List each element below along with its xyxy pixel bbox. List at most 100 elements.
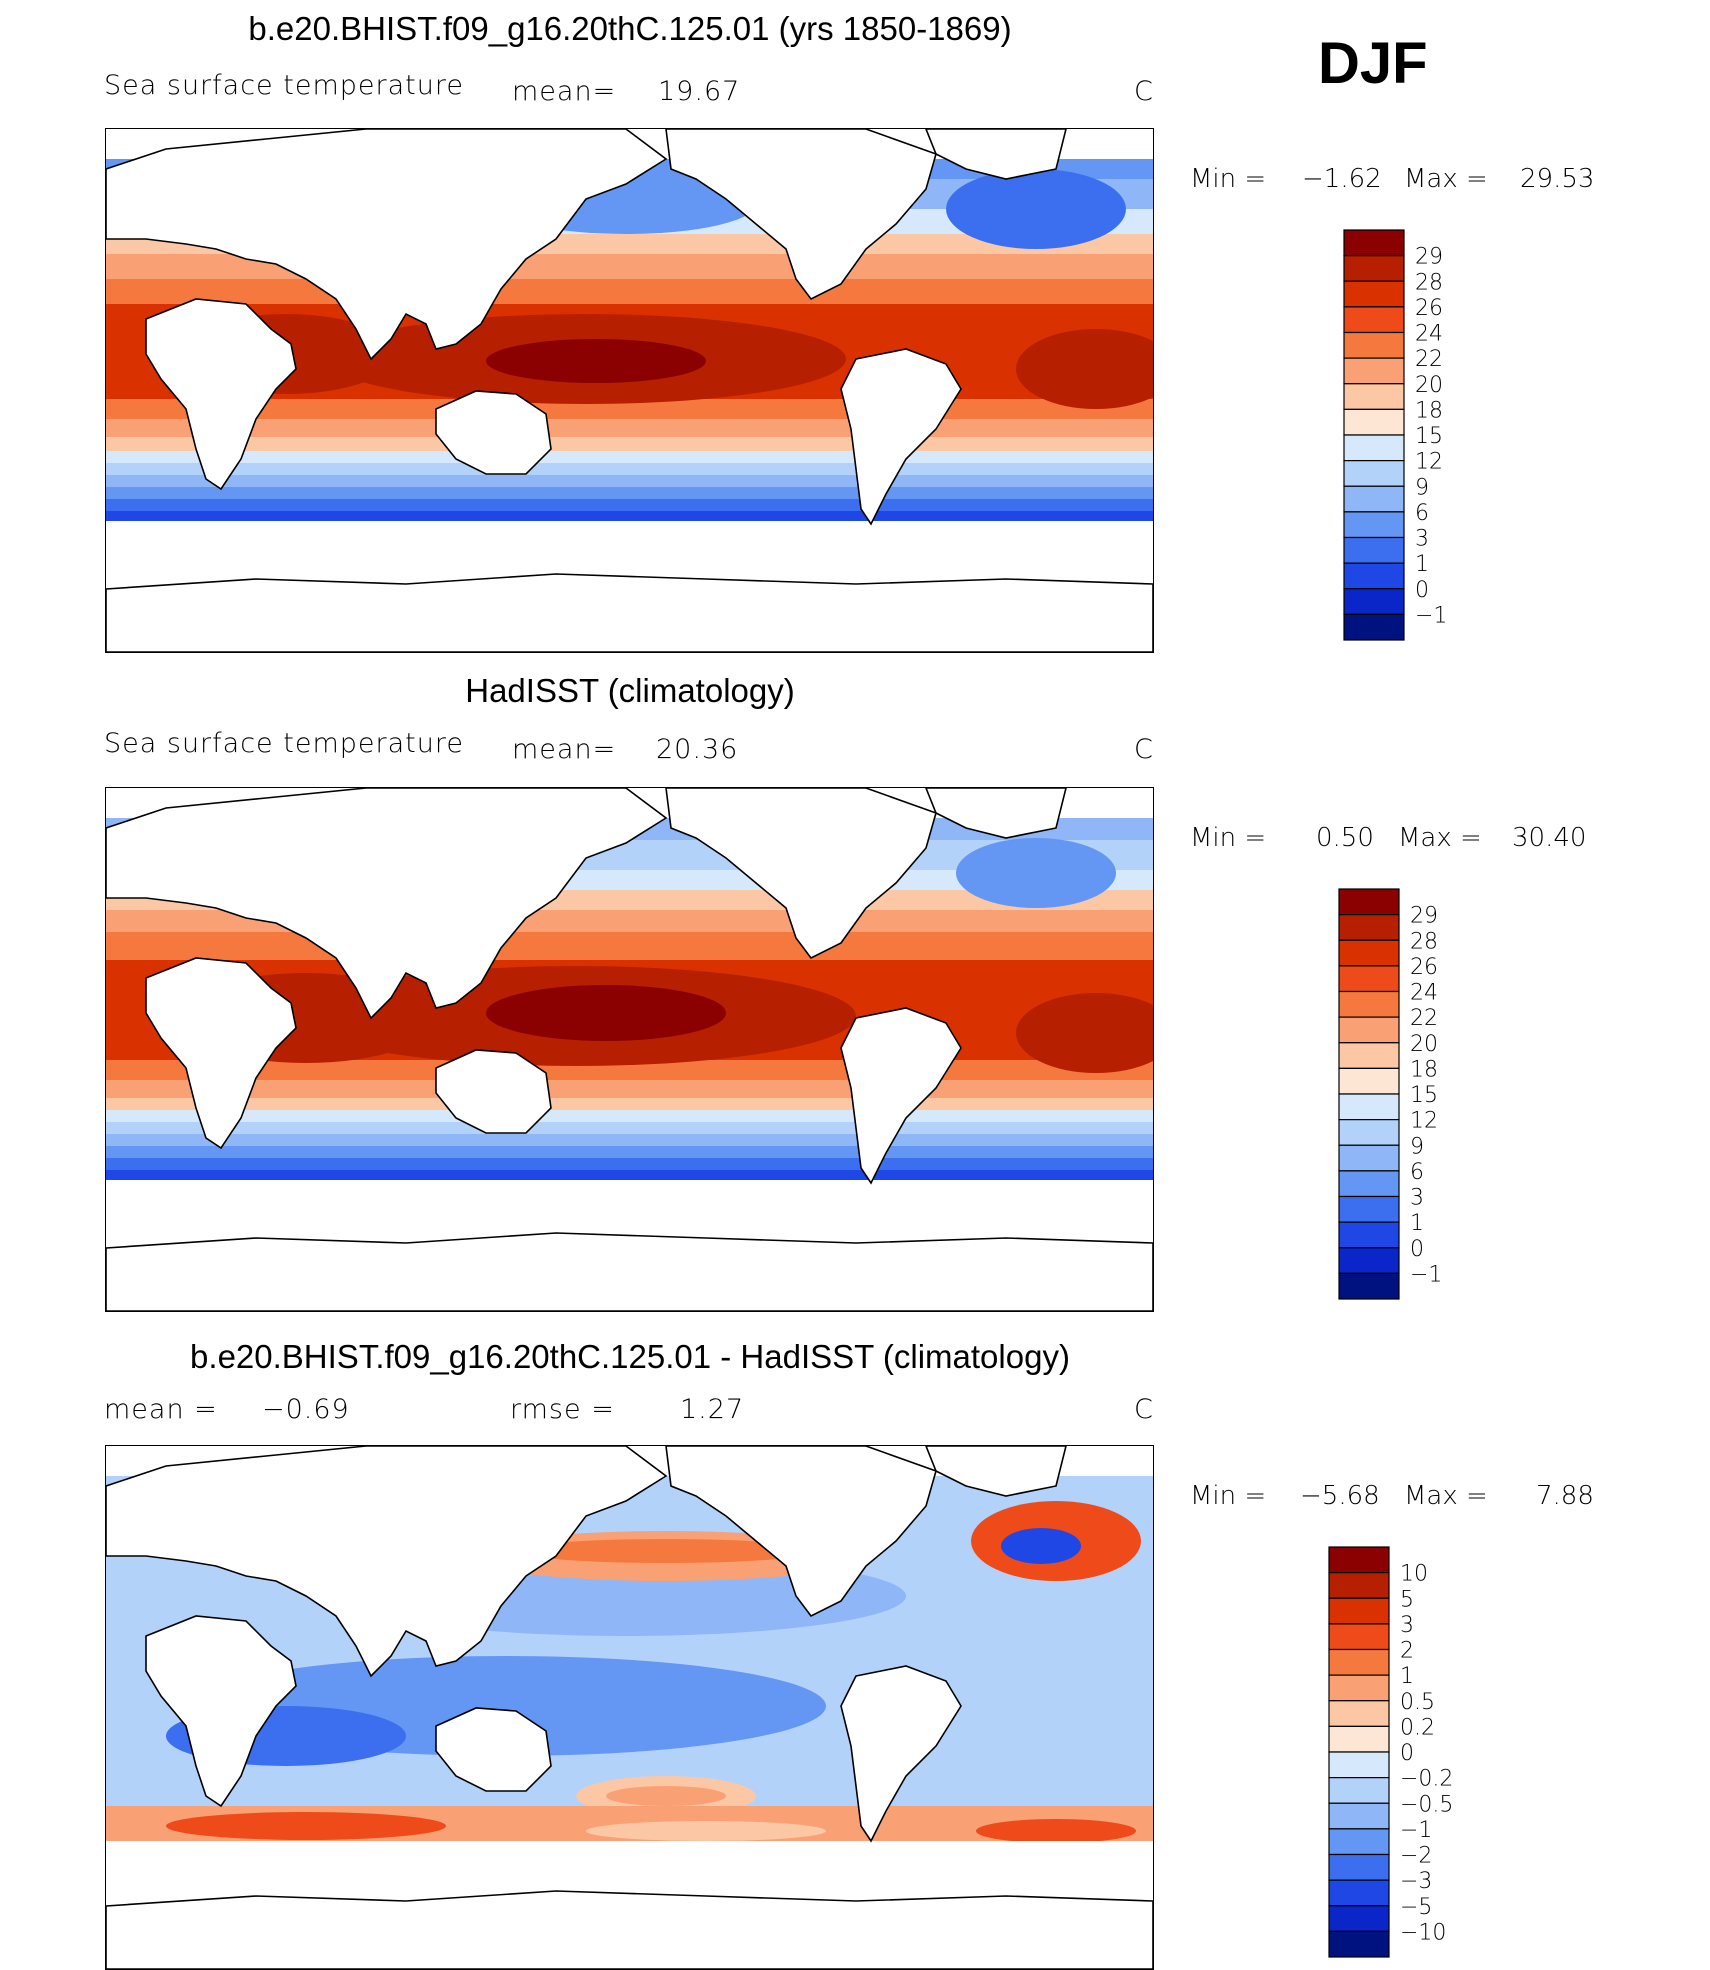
panel-model-map-svg [106, 129, 1153, 652]
colorbar-tick-label: 3 [1410, 1186, 1424, 1211]
panel-diff-min-label: Min = [1190, 1481, 1267, 1511]
panel-obs-left-label: Sea surface temperature [104, 728, 464, 759]
panel-model-min-label: Min = [1190, 164, 1267, 194]
colorbar-swatch [1328, 1674, 1390, 1702]
panel-diff-title: b.e20.BHIST.f09_g16.20thC.125.01 - HadIS… [190, 1338, 1070, 1375]
panel-model-max-value: 29.53 [1520, 164, 1595, 194]
colorbar-swatch [1343, 588, 1405, 615]
colorbar-swatch [1338, 1016, 1400, 1044]
colorbar-tick-label: 5 [1400, 1587, 1414, 1612]
continents [106, 1446, 1153, 1969]
colorbar-tick-label: 12 [1415, 450, 1443, 475]
panel-diff-max-value: 7.88 [1536, 1481, 1594, 1511]
colorbar-swatch [1343, 357, 1405, 385]
colorbar-swatch [1343, 613, 1405, 641]
panel-model-title: b.e20.BHIST.f09_g16.20thC.125.01 (yrs 18… [248, 10, 1012, 47]
colorbar-swatch [1338, 914, 1400, 941]
panel-diff-rmse-value: 1.27 [680, 1394, 745, 1425]
colorbar-tick-label: 10 [1400, 1562, 1428, 1587]
colorbar-swatch [1338, 1093, 1400, 1121]
colorbar-tick-label: 24 [1410, 981, 1438, 1006]
colorbar-swatch [1343, 255, 1405, 282]
colorbar-tick-label: 0 [1410, 1237, 1424, 1262]
panel-diff-map-svg [106, 1446, 1153, 1969]
colorbar-swatch [1338, 1247, 1400, 1274]
colorbar-tick-label: 24 [1415, 322, 1443, 347]
colorbar-tick-label: 28 [1415, 270, 1443, 295]
colorbar-swatch [1328, 1828, 1390, 1856]
panel-model-mean-label: mean= [512, 76, 617, 107]
colorbar-swatch [1328, 1648, 1390, 1676]
continents [106, 788, 1153, 1311]
colorbar-tick-label: −1 [1415, 603, 1447, 628]
colorbar-swatch [1328, 1802, 1390, 1830]
panel-obs-colorbar: 29 28 26 24 22 20 18 15 12 9 6 3 1 0 −1 [1338, 888, 1518, 1302]
colorbar-swatch [1328, 1623, 1390, 1651]
panel-obs-map-svg [106, 788, 1153, 1311]
colorbar-tick-label: 28 [1410, 929, 1438, 954]
colorbar-swatch [1343, 383, 1405, 410]
panel-model-max-label: Max = [1404, 164, 1488, 194]
colorbar-tick-label: 29 [1410, 904, 1438, 929]
panel-obs-min-label: Min = [1190, 823, 1267, 853]
colorbar-swatch [1343, 434, 1405, 462]
colorbar-swatch [1338, 1272, 1400, 1300]
colorbar-tick-label: −1 [1400, 1818, 1432, 1843]
panel-model-left-label: Sea surface temperature [104, 70, 464, 101]
panel-diff-mean-label: mean = [104, 1394, 218, 1425]
colorbar-tick-label: 0 [1400, 1741, 1414, 1766]
season-label: DJF [1318, 31, 1428, 96]
colorbar-tick-label: 1 [1400, 1664, 1414, 1689]
colorbar-tick-label: 18 [1410, 1057, 1438, 1082]
colorbar-swatch [1338, 1119, 1400, 1146]
panel-obs-units: C [1134, 734, 1154, 765]
colorbar-tick-label: −5 [1400, 1895, 1432, 1920]
colorbar-tick-label: 20 [1410, 1032, 1438, 1057]
colorbar-tick-label: 0 [1415, 578, 1429, 603]
colorbar-tick-label: 6 [1415, 501, 1429, 526]
colorbar-tick-label: 15 [1410, 1083, 1438, 1108]
panel-obs-max-label: Max = [1398, 823, 1482, 853]
colorbar-tick-label: 2 [1400, 1639, 1414, 1664]
panel-diff-colorbar: 10 5 3 2 1 0.5 0.2 0 −0.2 −0.5 −1 −2 −3 −5 −10 [1328, 1546, 1518, 1960]
panel-diff-mean-value: −0.69 [262, 1394, 350, 1425]
colorbar-swatch [1328, 1905, 1390, 1932]
panel-model-colorbar: 29 28 26 24 22 20 18 15 12 9 6 3 1 0 −1 [1343, 229, 1523, 643]
colorbar-swatch [1338, 1144, 1400, 1172]
colorbar-swatch [1343, 280, 1405, 308]
colorbar-swatch [1338, 965, 1400, 993]
colorbar-swatch [1343, 408, 1405, 436]
panel-model-map [105, 128, 1154, 653]
panel-diff-units: C [1134, 1394, 1154, 1425]
colorbar-tick-label: 9 [1410, 1134, 1424, 1159]
panel-diff-max-label: Max = [1404, 1481, 1488, 1511]
colorbar-swatch [1328, 1572, 1390, 1599]
colorbar-swatch [1338, 1042, 1400, 1069]
colorbar-tick-label: 18 [1415, 398, 1443, 423]
colorbar-swatch [1328, 1879, 1390, 1907]
colorbar-swatch [1328, 1751, 1390, 1779]
colorbar-swatch [1328, 1930, 1390, 1958]
colorbar-tick-label: −0.2 [1400, 1767, 1453, 1792]
colorbar-swatch [1338, 990, 1400, 1018]
colorbar-tick-label: 20 [1415, 373, 1443, 398]
colorbar-swatch [1328, 1597, 1390, 1625]
colorbar-tick-label: 9 [1415, 475, 1429, 500]
colorbar-tick-label: 22 [1410, 1006, 1438, 1031]
colorbar-swatch [1343, 460, 1405, 487]
colorbar-tick-label: −1 [1410, 1262, 1442, 1287]
colorbar-tick-label: 1 [1410, 1211, 1424, 1236]
panel-obs-mean-value: 20.36 [656, 734, 739, 765]
colorbar-swatch [1328, 1700, 1390, 1727]
colorbar-swatch [1338, 939, 1400, 967]
colorbar-swatch [1343, 536, 1405, 564]
panel-obs-max-value: 30.40 [1512, 823, 1587, 853]
panel-diff-rmse-label: rmse = [510, 1394, 615, 1425]
panel-diff-min-value: −5.68 [1300, 1481, 1380, 1511]
continents [106, 129, 1153, 652]
colorbar-swatch [1343, 485, 1405, 513]
colorbar-tick-label: 0.2 [1400, 1715, 1435, 1740]
